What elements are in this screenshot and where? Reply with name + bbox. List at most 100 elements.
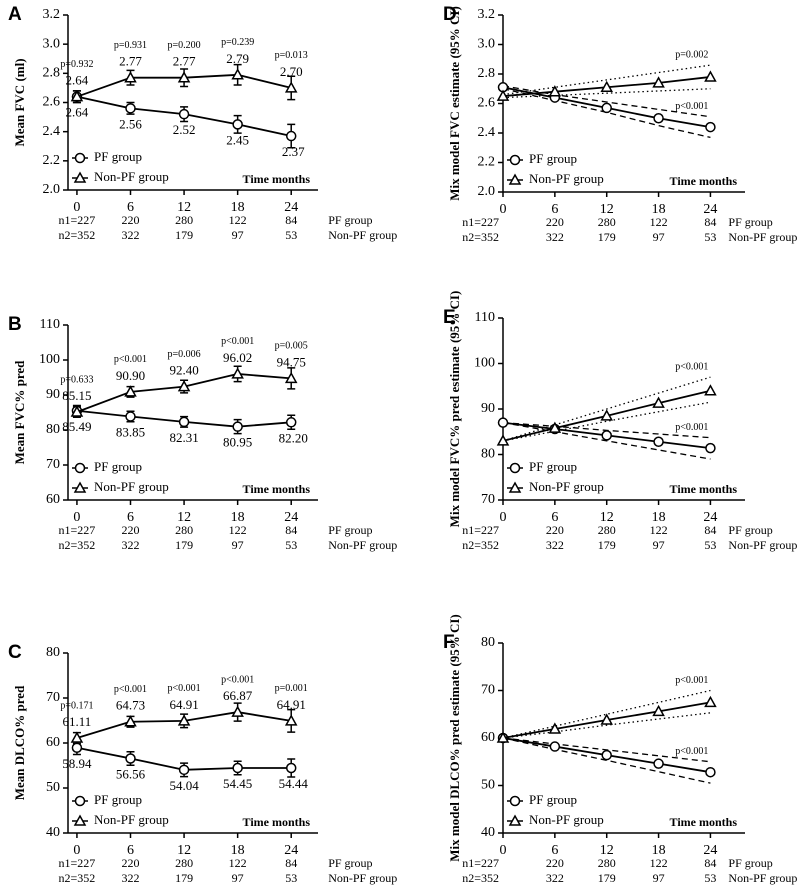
data-point [178,764,190,776]
y-tick-label: 2.4 [478,125,496,140]
data-point [232,119,243,130]
n-count: 97 [232,538,244,552]
y-tick-label: 60 [481,730,495,745]
data-point [285,130,297,142]
n-count: 97 [232,871,244,885]
y-axis-label: Mean FVC% pred [12,360,27,465]
x-tick-label: 12 [600,510,614,525]
y-tick-label: 3.0 [478,37,496,52]
y-tick-label: 50 [46,780,60,795]
y-tick-label: 40 [46,825,60,840]
n-count: 220 [546,856,564,870]
n-count: 179 [175,538,193,552]
n-group: Non-PF group [328,871,397,885]
data-point [705,442,716,454]
legend-label: Non-PF group [529,812,604,827]
n-count: 53 [704,230,716,244]
panel-letter: D [443,4,457,25]
value-label: 64.73 [116,698,145,713]
x-axis-label: Time months [670,174,738,188]
n-start: n1=227 [59,213,96,227]
value-label: 82.20 [279,430,308,445]
y-axis-label: Mean FVC (ml) [12,58,27,146]
y-tick-label: 3.2 [43,7,61,22]
n-group: Non-PF group [328,228,397,242]
value-label: 2.79 [226,51,249,66]
x-tick-label: 12 [177,510,191,525]
data-point [496,89,510,101]
n-start: n2=352 [462,230,499,244]
ci-line [502,737,711,784]
legend-marker [508,814,522,826]
ci-line [502,712,711,739]
p-value: p=0.001 [275,683,308,694]
n-count: 322 [122,871,140,885]
n-start: n2=352 [59,871,96,885]
ci-line [502,376,711,442]
data-point [496,731,510,743]
y-tick-label: 80 [46,422,60,437]
x-tick-label: 24 [284,200,298,215]
n-start: n1=227 [462,856,499,870]
value-label: 2.64 [66,73,89,88]
y-tick-label: 2.0 [43,182,61,197]
n-count: 84 [704,523,716,537]
y-tick-label: 2.8 [43,66,61,81]
n-count: 322 [546,871,564,885]
legend-marker [74,152,86,164]
n-count: 53 [704,538,716,552]
p-value: p<0.001 [221,674,254,685]
data-point [705,121,716,133]
y-tick-label: 2.6 [43,95,61,110]
value-label: 90.90 [116,368,145,383]
x-tick-label: 0 [73,843,80,858]
data-point [177,71,191,83]
n-count: 122 [229,856,247,870]
n-count: 322 [122,228,140,242]
n-group: Non-PF group [728,230,797,244]
panel-letter: E [443,307,456,328]
ci-line [502,422,711,460]
p-value: p<0.001 [114,684,147,695]
data-point [704,695,717,708]
data-point [548,421,562,433]
data-point [601,430,612,441]
data-point [70,405,84,417]
y-tick-label: 2.2 [478,155,496,170]
p-value: p<0.001 [675,361,708,372]
p-value: p=0.239 [221,37,254,48]
data-point [496,434,510,446]
data-point [124,71,137,83]
data-point [70,731,84,743]
data-point [548,85,562,97]
n-count: 322 [546,538,564,552]
value-label: 2.77 [173,54,196,69]
data-point [548,722,562,734]
data-point [653,758,664,769]
legend-marker [73,814,87,826]
n-count: 97 [232,228,244,242]
value-label: 54.04 [169,778,199,793]
y-tick-label: 60 [46,735,60,750]
p-value: p=0.006 [168,349,201,360]
n-count: 280 [598,856,616,870]
n-count: 97 [653,538,665,552]
x-tick-label: 24 [703,202,717,217]
p-value: p<0.001 [675,101,708,112]
data-point [497,417,509,428]
p-value: p<0.001 [221,336,254,347]
data-point [231,68,244,80]
n-start: n1=227 [59,856,96,870]
y-tick-label: 90 [481,401,495,416]
value-label: 80.95 [223,435,252,450]
value-label: 2.45 [226,132,249,147]
value-label: 85.49 [62,419,91,434]
value-label: 96.02 [223,350,252,365]
value-label: 2.64 [66,105,89,120]
legend-label: PF group [94,149,142,164]
panel-letter: A [8,4,22,25]
n-count: 220 [122,523,140,537]
y-tick-label: 80 [481,635,495,650]
n-count: 280 [175,523,193,537]
data-point [71,742,83,754]
